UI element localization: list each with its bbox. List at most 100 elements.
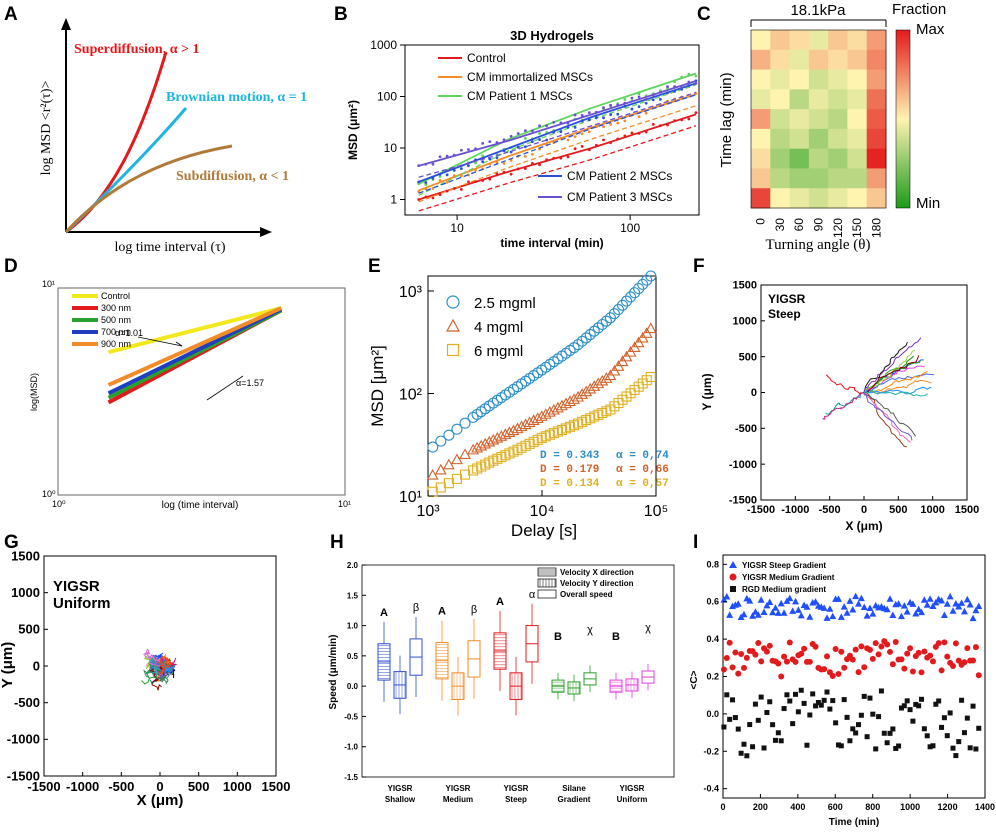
b-point [630, 96, 634, 100]
heatmap-cell [828, 148, 848, 169]
b-point [502, 162, 506, 165]
b-xtick-label: 10 [450, 221, 464, 235]
i-point-triangle [789, 607, 797, 614]
i-point-triangle [920, 596, 928, 603]
f-ticks-xtick-label: 500 [889, 504, 907, 516]
b-point [452, 153, 456, 157]
e-point-square [645, 371, 656, 382]
i-point-triangle [952, 599, 960, 607]
e-point-triangle [527, 414, 540, 425]
f-tracks-track-13 [863, 392, 917, 437]
b-point [587, 148, 591, 152]
i-point-triangle [846, 597, 854, 604]
heatmap-cell [808, 128, 829, 150]
f-tracks-track-11 [863, 373, 934, 393]
b-point [417, 180, 421, 184]
b-point [609, 113, 613, 117]
i-xtick-label: 800 [865, 802, 880, 812]
h-legend-swatch-2 [537, 589, 557, 599]
i-point-square [976, 725, 982, 731]
b-point [459, 167, 463, 170]
e-fit-d-2: D = 0.134 [540, 478, 600, 490]
e-point-triangle [442, 458, 455, 470]
b-fit-1 [418, 105, 697, 203]
f-ticks-ytick-label: 0 [751, 387, 757, 399]
i-point-circle [884, 641, 891, 648]
xlabel-i: Time (min) [829, 817, 879, 828]
i-point-circle [892, 638, 899, 645]
i-point-square [913, 701, 919, 707]
i-point-square [964, 715, 970, 721]
h-sig-letter: A [438, 606, 446, 618]
i-point-square [930, 743, 936, 749]
heatmap-cell [770, 128, 791, 150]
i-point-circle [904, 650, 911, 657]
i-point-triangle [777, 599, 785, 607]
i-point-square [947, 710, 953, 716]
b-point [452, 168, 456, 172]
i-point-square [721, 724, 727, 730]
b-point [516, 132, 520, 135]
i-point-square [870, 711, 876, 717]
i-point-square [838, 743, 844, 749]
b-point [502, 170, 506, 174]
b-point [616, 137, 620, 141]
e-point-triangle [588, 380, 601, 391]
e-point-triangle [503, 426, 516, 437]
xlabel-c: Turning angle (θ) [766, 237, 871, 253]
i-point-square [735, 726, 741, 732]
g-ticks-ytick-label: 1500 [11, 548, 40, 563]
i-point-circle [975, 672, 982, 679]
b-point [516, 145, 520, 149]
e-point-triangle [543, 405, 556, 417]
b-point [566, 155, 570, 159]
i-point-square [896, 743, 902, 749]
b-point [545, 158, 549, 162]
heatmap-cell [847, 89, 868, 110]
xlabel-a: log time interval (τ) [115, 240, 226, 255]
b-point [630, 107, 634, 111]
label2-f: Steep [768, 307, 801, 321]
i-point-square [815, 700, 821, 706]
i-point-square [841, 697, 847, 703]
i-legend-marker-1 [729, 573, 737, 581]
i-point-square [778, 738, 784, 744]
e-point-triangle [547, 403, 560, 415]
e-point-circle [608, 308, 620, 320]
b-point [595, 110, 598, 114]
f-tracks-track-4 [863, 341, 908, 393]
h-ytick-label: 0.5 [347, 652, 359, 661]
heatmap-cell [789, 188, 810, 209]
i-point-triangle [760, 608, 768, 615]
b-point [573, 135, 577, 139]
b-xtick-label: 100 [620, 221, 640, 235]
heatmap-cell [866, 89, 887, 110]
d-line-3 [107, 307, 283, 396]
b-point [481, 141, 485, 145]
e-point-triangle [467, 443, 480, 455]
e-point-circle [612, 303, 625, 316]
d-legend-label-0: Control [101, 291, 130, 301]
heatmap-cell [751, 69, 771, 90]
heatmap-cell [847, 49, 868, 71]
d-line-4 [107, 306, 283, 387]
e-point-triangle [560, 397, 572, 409]
b-point [623, 104, 627, 108]
ann-arrow2-d [206, 375, 244, 401]
i-point-circle [743, 654, 750, 661]
b-point [566, 138, 570, 142]
g-ticks: -1500 -1000 -500 0 500 1000 1500 1500 1000 500 0 -5… [7, 548, 291, 794]
b-point [531, 162, 534, 165]
i-point-triangle [940, 611, 948, 618]
i-legend-marker-2 [730, 586, 736, 592]
heatmap-cell [847, 30, 868, 51]
b-point [438, 193, 442, 197]
c-xtick-label: 120 [831, 218, 845, 238]
g-ticks-ytick-label: -1500 [7, 768, 40, 783]
b-legend: Control CM immortalized MSCs CM Patient 1 … [438, 51, 672, 204]
b-series [417, 72, 698, 212]
i-point-square [790, 721, 796, 727]
b-point [623, 119, 627, 123]
panel-letter-a: A [4, 4, 18, 25]
heatmap-cell [808, 168, 829, 189]
